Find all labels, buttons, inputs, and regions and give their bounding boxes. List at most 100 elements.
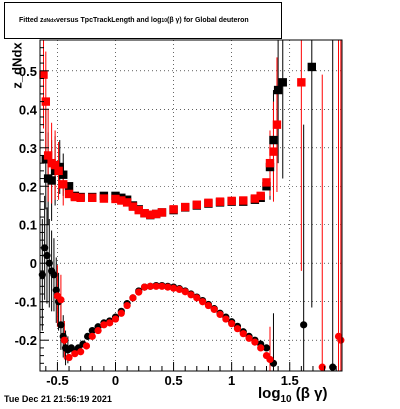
axis-ticks xyxy=(40,47,337,371)
data-point xyxy=(187,291,195,299)
data-point xyxy=(215,197,225,206)
data-point xyxy=(265,158,275,168)
data-point xyxy=(169,284,178,292)
data-point xyxy=(329,363,337,371)
data-point xyxy=(164,283,172,291)
data-point xyxy=(233,325,242,333)
data-point xyxy=(158,282,166,290)
data-point xyxy=(76,193,85,203)
data-point xyxy=(181,288,189,296)
data-point xyxy=(106,319,114,327)
data-point xyxy=(204,301,213,310)
data-point xyxy=(39,70,48,79)
data-point xyxy=(70,192,80,202)
data-point xyxy=(222,315,230,323)
y-tick-label: 0.1 xyxy=(19,218,37,233)
y-tick-label: 0.5 xyxy=(19,64,37,79)
y-tick-label: 0 xyxy=(30,256,37,271)
data-point xyxy=(64,189,74,199)
x-axis-label-sub: 10 xyxy=(280,394,292,405)
data-point xyxy=(192,200,202,209)
data-point xyxy=(199,298,207,306)
data-point xyxy=(77,348,85,356)
data-point xyxy=(59,180,68,189)
data-point xyxy=(45,259,53,267)
x-tick-label: 0 xyxy=(112,373,119,388)
data-point xyxy=(47,176,56,185)
data-point xyxy=(88,326,96,335)
data-point xyxy=(88,332,96,340)
x-axis-label: log10 (β γ) xyxy=(258,385,327,405)
chart-title: Fitted z dNdx versus TpcTrackLength and … xyxy=(4,2,282,39)
data-point xyxy=(60,336,68,344)
grid-lines xyxy=(40,40,342,371)
data-point xyxy=(272,120,282,129)
data-point xyxy=(117,309,125,317)
data-point xyxy=(269,147,278,156)
data-point xyxy=(239,196,248,205)
data-point xyxy=(245,334,253,342)
x-tick-label: 0.5 xyxy=(165,373,183,388)
data-point xyxy=(239,330,247,338)
title-sub-10: 10 xyxy=(161,17,167,24)
data-point xyxy=(228,320,236,328)
data-point xyxy=(43,151,53,160)
data-point xyxy=(88,193,97,203)
plot-frame xyxy=(39,39,343,372)
title-prefix: Fitted z xyxy=(19,17,44,24)
data-point xyxy=(111,194,120,204)
data-points xyxy=(38,62,345,371)
title-suffix: (β γ) for Global deuteron xyxy=(166,17,249,24)
error-bars xyxy=(41,40,342,371)
data-point xyxy=(337,336,345,344)
data-point xyxy=(297,78,306,87)
data-point xyxy=(117,196,126,205)
data-point xyxy=(111,315,120,323)
data-point xyxy=(38,271,46,279)
data-point xyxy=(128,202,138,211)
data-point xyxy=(250,194,260,203)
data-point xyxy=(65,353,73,362)
data-point xyxy=(175,285,183,294)
y-tick-label: -0.2 xyxy=(15,333,37,348)
data-point xyxy=(269,135,278,145)
y-tick-label: 0.2 xyxy=(19,179,37,194)
x-axis-label-main: log xyxy=(258,385,281,402)
data-point xyxy=(257,344,265,352)
data-point xyxy=(169,205,178,214)
x-tick-label: -0.5 xyxy=(46,373,68,388)
data-point xyxy=(204,198,213,208)
data-point xyxy=(57,321,65,329)
data-point xyxy=(262,178,271,187)
data-point xyxy=(129,294,137,302)
data-point xyxy=(50,160,60,170)
data-point xyxy=(151,209,161,219)
data-point xyxy=(266,355,274,364)
data-point xyxy=(227,196,236,206)
data-point xyxy=(193,294,201,302)
data-point xyxy=(140,283,149,291)
data-point xyxy=(100,321,108,329)
data-point xyxy=(122,198,132,207)
data-point xyxy=(273,85,283,95)
data-point xyxy=(256,191,265,201)
tick-labels: -0.5 0 0.5 1 1.5 -0.2 -0.1 0 0.1 0.2 0.3 0.4 0.5 xyxy=(15,64,299,388)
data-point xyxy=(135,288,143,296)
data-point xyxy=(82,342,91,350)
data-point xyxy=(94,326,102,335)
data-point xyxy=(64,182,74,191)
y-axis-label: z_dNdx xyxy=(9,42,25,89)
data-point xyxy=(43,251,51,260)
data-point xyxy=(140,208,149,218)
data-point xyxy=(251,338,259,346)
data-point xyxy=(216,310,224,319)
data-point xyxy=(262,344,271,352)
data-point xyxy=(50,271,58,279)
title-middle: versus TpcTrackLength and log xyxy=(56,17,162,24)
data-point xyxy=(318,363,326,371)
data-point xyxy=(152,282,160,290)
y-tick-label: 0.4 xyxy=(19,102,38,117)
data-point xyxy=(278,78,287,87)
x-axis-label-rest: (β γ) xyxy=(291,385,328,402)
